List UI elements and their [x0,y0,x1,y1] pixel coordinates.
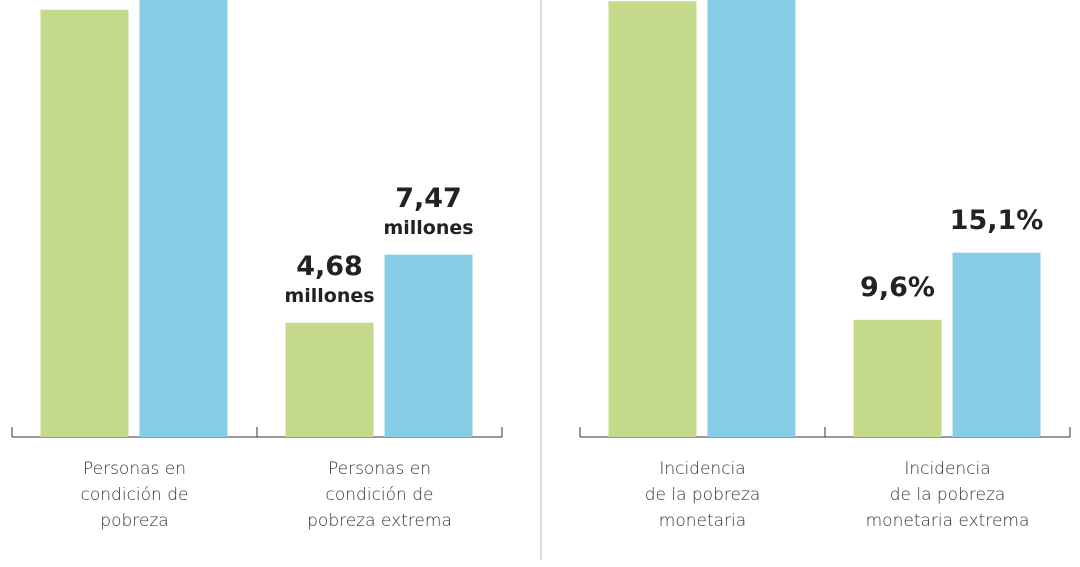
category-label: Personas en condición de pobreza [80,459,189,531]
bar [952,252,1041,437]
value-label: 15,1% [949,204,1044,236]
bar [139,0,228,438]
value-label: 7,47 [395,182,462,214]
value-unit: millones [383,216,474,239]
value-label: 4,68 [296,250,363,282]
bar [707,0,796,437]
value-label: 9,6% [860,271,935,303]
bar [40,9,129,438]
bar [853,319,942,437]
bar [285,322,374,437]
category-label: Incidencia de la pobreza monetaria extre… [865,459,1030,531]
category-label: Personas en condición de pobreza extrema [307,459,452,531]
value-unit: millones [284,284,375,307]
bar [384,254,473,437]
bar [608,1,697,437]
category-label: Incidencia de la pobreza monetaria [644,459,761,531]
